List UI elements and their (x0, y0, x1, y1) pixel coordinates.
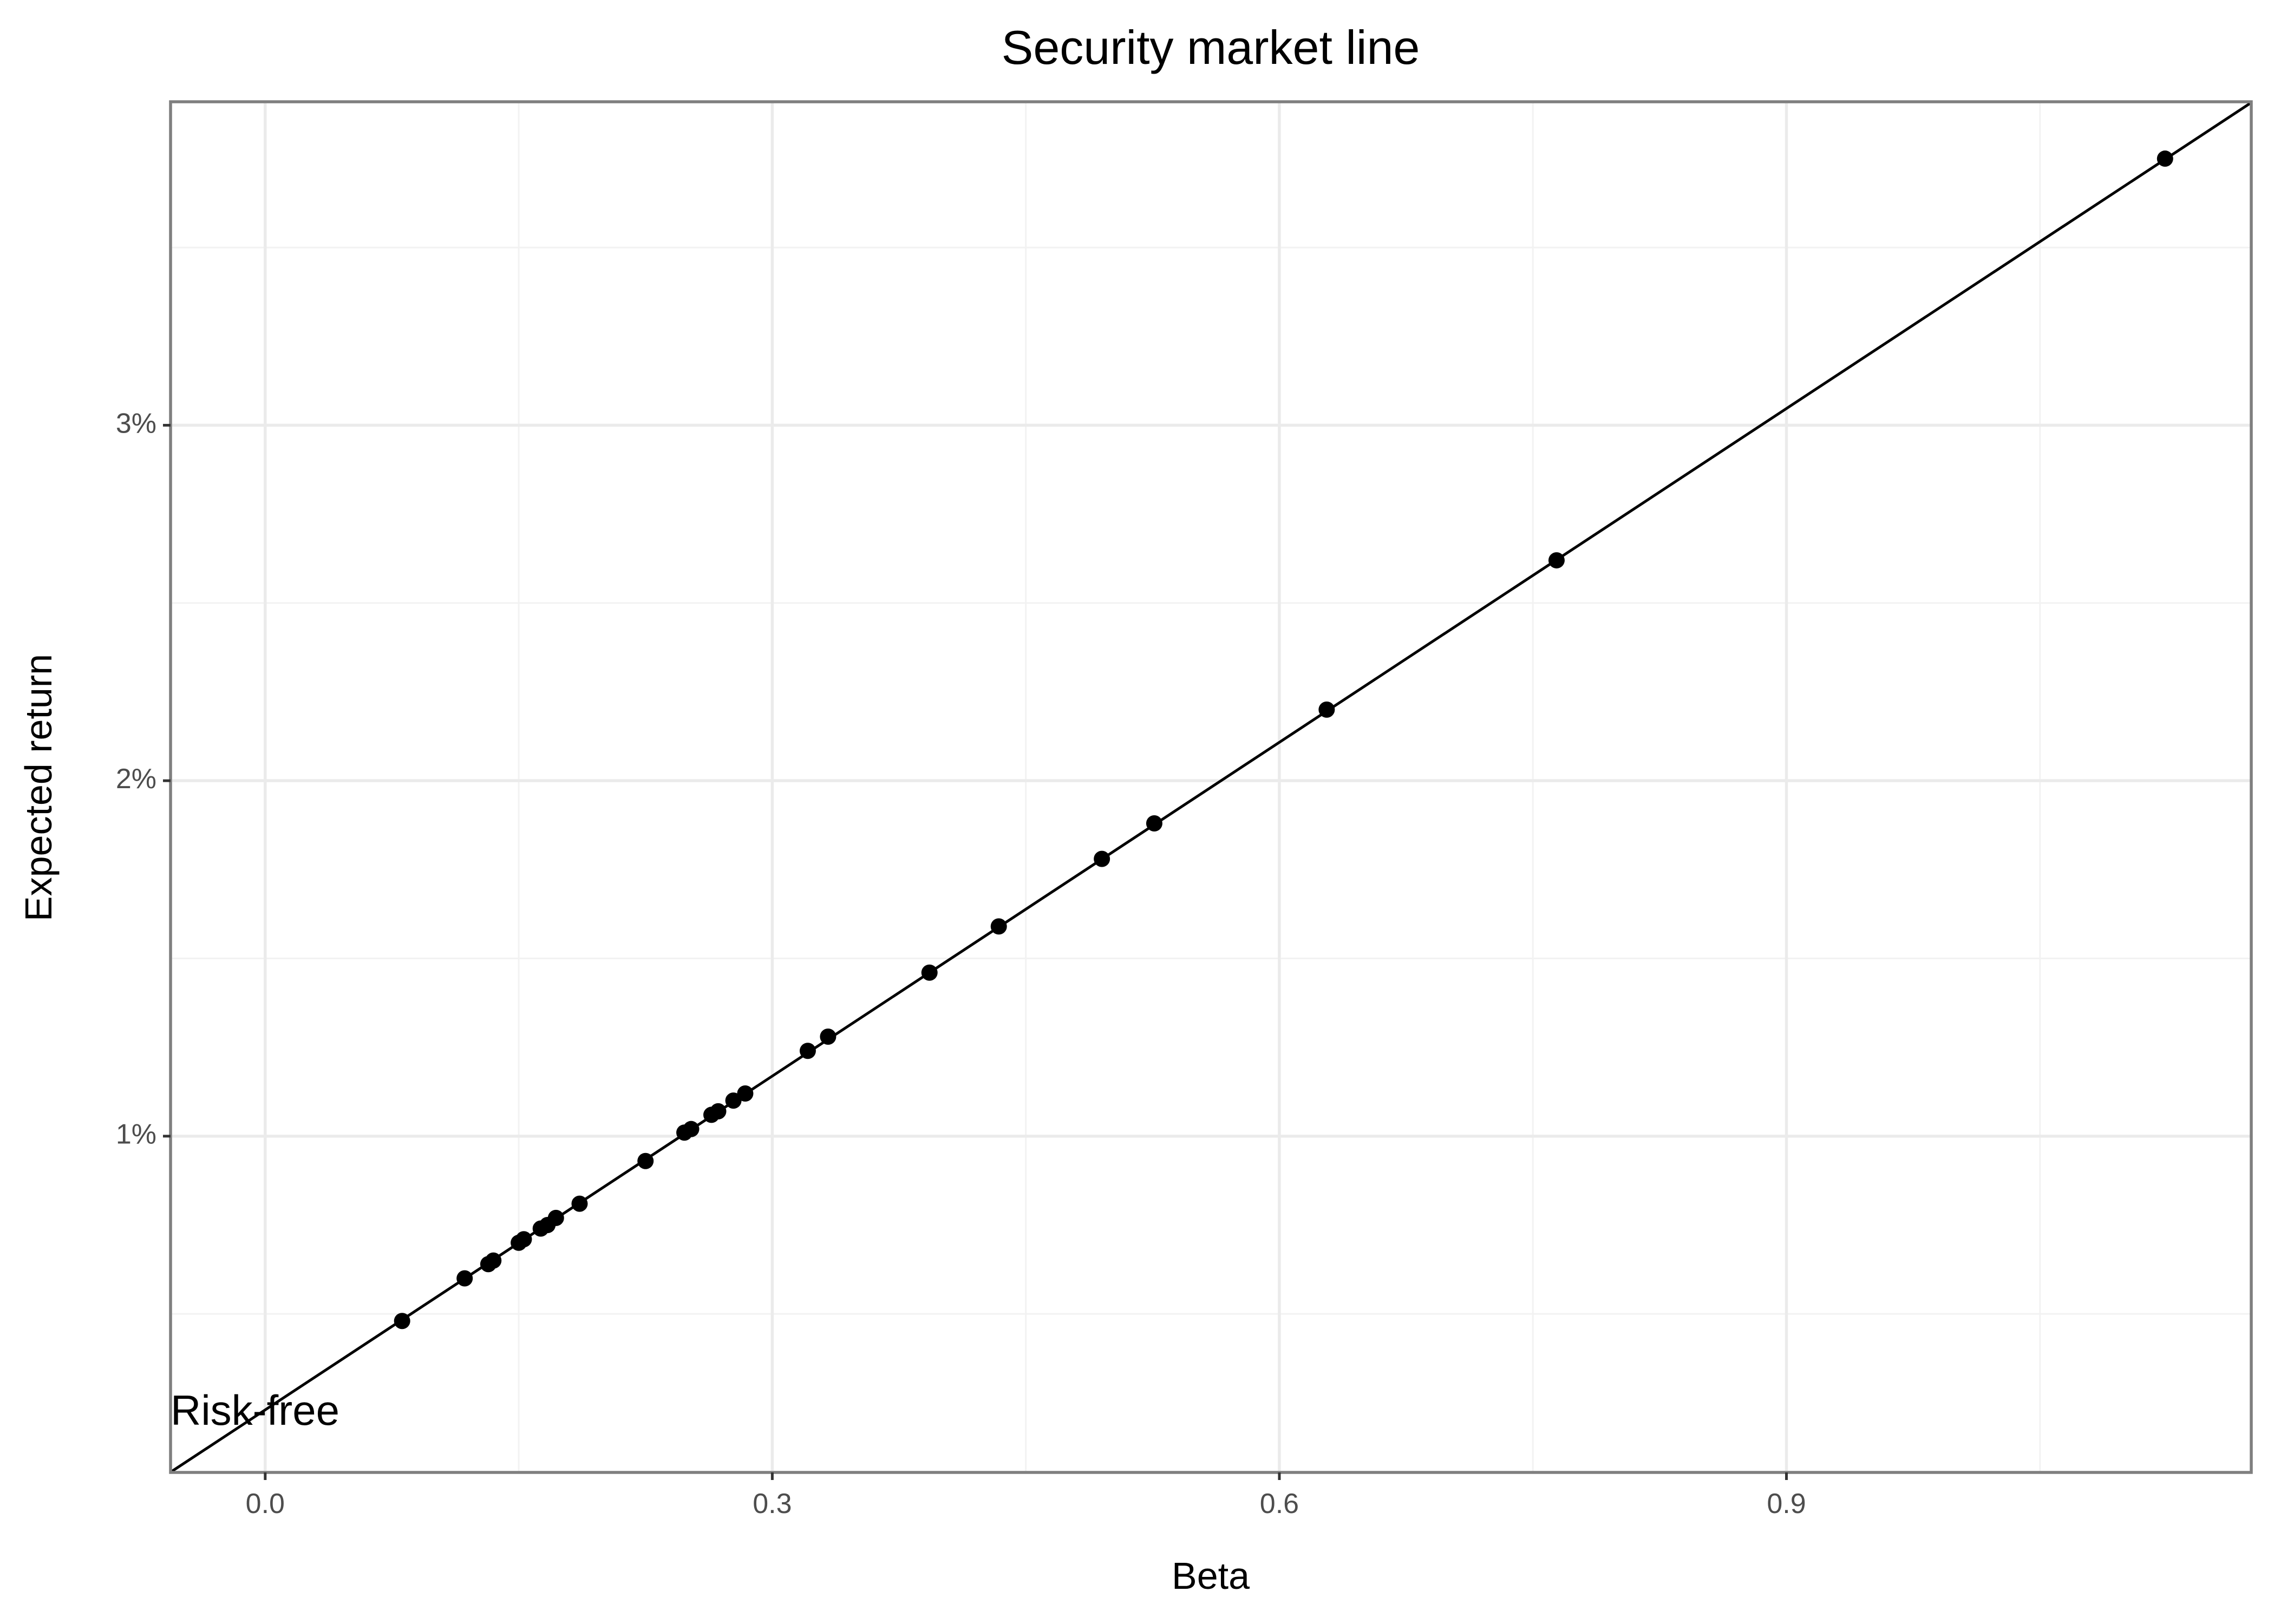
y-axis-title: Expected return (17, 654, 60, 921)
data-point (2157, 150, 2173, 167)
y-tick-label: 2% (116, 763, 156, 795)
data-point (683, 1121, 700, 1137)
data-points (394, 150, 2173, 1330)
risk-free-annotation: Risk-free (171, 1386, 339, 1434)
x-tick-label: 0.6 (1260, 1488, 1299, 1520)
y-tick-label: 1% (116, 1119, 156, 1150)
data-point (515, 1231, 532, 1248)
data-point (1094, 850, 1110, 867)
y-axis: 1% 2% 3% (116, 408, 171, 1150)
data-point (1146, 815, 1162, 831)
data-point (485, 1252, 502, 1269)
major-gridlines (171, 102, 2251, 1472)
minor-gridlines (171, 102, 2251, 1472)
data-point (1318, 701, 1335, 718)
data-point (571, 1195, 588, 1212)
data-point (820, 1028, 837, 1045)
data-point (637, 1152, 654, 1169)
data-point (394, 1313, 410, 1330)
data-point (1548, 552, 1565, 569)
y-tick-label: 3% (116, 408, 156, 439)
data-point (547, 1209, 564, 1226)
x-axis-title: Beta (1172, 1555, 1250, 1597)
risk-free-annotation-group: Risk-free (171, 1386, 339, 1434)
data-point (799, 1043, 816, 1059)
data-point (456, 1270, 473, 1287)
x-tick-label: 0.9 (1767, 1488, 1806, 1520)
panel-border (169, 100, 2253, 1474)
chart-title: Security market line (1002, 21, 1420, 74)
data-point (725, 1092, 742, 1109)
x-tick-label: 0.3 (753, 1488, 792, 1520)
data-point (990, 918, 1007, 935)
x-tick-label: 0.0 (246, 1488, 285, 1520)
data-point (921, 964, 938, 981)
data-point (710, 1103, 727, 1119)
x-axis: 0.0 0.3 0.6 0.9 (246, 1472, 1806, 1520)
data-point (737, 1085, 754, 1102)
